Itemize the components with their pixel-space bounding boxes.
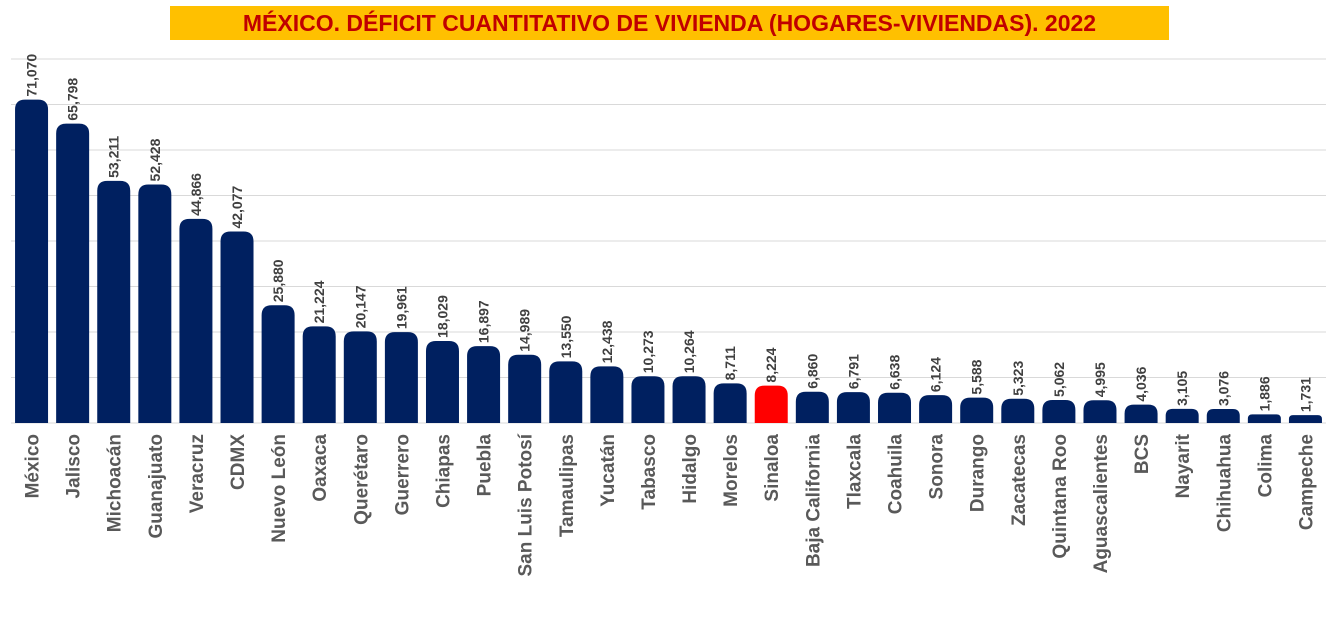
category-label: Nayarit <box>1173 433 1194 498</box>
value-label: 6,791 <box>845 354 861 389</box>
value-label: 4,995 <box>1092 362 1108 397</box>
category-label: Durango <box>968 434 989 512</box>
bar-quintana-roo <box>1042 399 1076 423</box>
value-label: 6,860 <box>804 354 820 389</box>
category-label: Aguascalientes <box>1091 434 1112 573</box>
bar-colima <box>1247 414 1281 423</box>
value-label: 6,124 <box>928 357 944 392</box>
category-label: Jalisco <box>64 434 85 498</box>
category-label: Chiapas <box>433 434 454 508</box>
bar-zacatecas <box>1001 398 1035 423</box>
category-label: Chihuahua <box>1214 434 1235 533</box>
value-label: 71,070 <box>24 54 40 97</box>
bar-san-luis-potos- <box>508 354 542 423</box>
bar-coahuila <box>878 392 912 423</box>
category-label: BCS <box>1132 434 1153 474</box>
bar-oaxaca <box>302 326 336 423</box>
bar-morelos <box>713 383 747 423</box>
category-label: Quintana Roo <box>1050 434 1071 559</box>
bar-guanajuato <box>138 184 172 423</box>
category-label: San Luis Potosí <box>516 433 537 576</box>
bar-guerrero <box>384 332 418 423</box>
bar-nayarit <box>1165 408 1199 423</box>
value-label: 5,062 <box>1051 362 1067 397</box>
value-label: 65,798 <box>65 78 81 121</box>
value-label: 5,588 <box>969 359 985 394</box>
category-label: Zacatecas <box>1009 434 1030 526</box>
bar-bcs <box>1124 404 1158 423</box>
bar-tamaulipas <box>549 361 583 423</box>
bar-chiapas <box>425 340 459 423</box>
value-label: 44,866 <box>188 173 204 216</box>
category-label: Campeche <box>1296 434 1317 530</box>
value-label: 6,638 <box>887 355 903 390</box>
category-label: Baja California <box>803 434 824 567</box>
bar-cdmx <box>220 231 254 423</box>
value-label: 10,264 <box>681 330 697 373</box>
value-label: 1,731 <box>1297 377 1313 412</box>
value-label: 3,076 <box>1215 371 1231 406</box>
bar-sinaloa <box>754 385 788 423</box>
value-label: 16,897 <box>476 300 492 343</box>
category-label: Guanajuato <box>146 434 167 539</box>
bar-puebla <box>467 346 501 423</box>
value-label: 25,880 <box>270 259 286 302</box>
category-label: Guerrero <box>392 434 413 515</box>
bar-tabasco <box>631 376 665 423</box>
bar-michoac-n <box>97 180 131 423</box>
category-label: Veracruz <box>187 434 208 513</box>
category-label: Tlaxcala <box>844 434 865 509</box>
category-label: Morelos <box>721 434 742 507</box>
category-label: Tamaulipas <box>557 434 578 537</box>
value-label: 14,989 <box>517 309 533 352</box>
value-label: 4,036 <box>1133 366 1149 401</box>
category-label: CDMX <box>228 434 249 490</box>
value-label: 21,224 <box>311 280 327 323</box>
value-label: 13,550 <box>558 315 574 358</box>
bar-tlaxcala <box>836 392 870 423</box>
category-label: Coahuila <box>886 434 907 515</box>
category-label: Michoacán <box>105 434 126 532</box>
value-label: 12,438 <box>599 320 615 363</box>
value-label: 52,428 <box>147 138 163 181</box>
bar-jalisco <box>56 123 90 423</box>
bar-chihuahua <box>1206 409 1240 423</box>
category-label: Puebla <box>475 434 496 497</box>
category-label: Yucatán <box>598 434 619 507</box>
category-label: Querétaro <box>351 434 372 525</box>
category-label: Tabasco <box>639 434 660 510</box>
chart-title: MÉXICO. DÉFICIT CUANTITATIVO DE VIVIENDA… <box>170 6 1169 40</box>
category-label: Sinaloa <box>762 434 783 502</box>
bar-yucat-n <box>590 366 624 423</box>
bar-veracruz <box>179 218 213 423</box>
value-label: 3,105 <box>1174 371 1190 406</box>
value-label: 8,224 <box>763 347 779 382</box>
bar-baja-california <box>795 391 829 423</box>
bar-sonora <box>919 395 953 423</box>
category-label: Nuevo León <box>269 434 290 543</box>
bar-m-xico <box>15 99 49 423</box>
bar-quer-taro <box>343 331 377 423</box>
category-label: Oaxaca <box>310 434 331 502</box>
category-label: México <box>23 434 44 498</box>
category-label: Hidalgo <box>680 434 701 504</box>
category-label: Colima <box>1255 434 1276 498</box>
value-label: 53,211 <box>106 136 122 178</box>
category-label: Sonora <box>927 434 948 500</box>
value-label: 5,323 <box>1010 361 1026 396</box>
value-label: 10,273 <box>640 330 656 373</box>
value-label: 8,711 <box>722 346 738 380</box>
value-label: 42,077 <box>229 186 245 229</box>
bar-durango <box>960 397 994 423</box>
bar-campeche <box>1288 415 1322 423</box>
value-label: 18,029 <box>434 295 450 338</box>
bar-nuevo-le-n <box>261 305 295 423</box>
bar-aguascalientes <box>1083 400 1117 423</box>
value-label: 20,147 <box>352 285 368 328</box>
value-label: 1,886 <box>1256 376 1272 411</box>
value-label: 19,961 <box>393 286 409 329</box>
bar-hidalgo <box>672 376 706 423</box>
